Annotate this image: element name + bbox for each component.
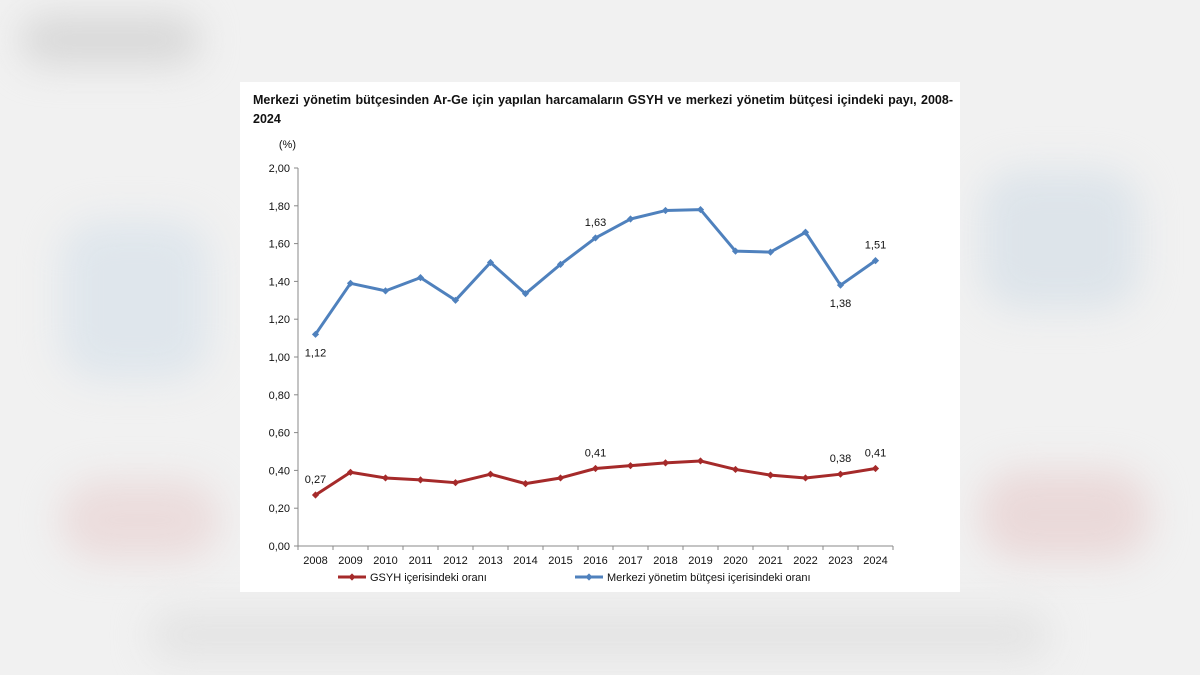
background-blur [20,15,200,65]
background-blur [980,470,1150,560]
background-blur [60,220,210,380]
data-point-marker [766,248,775,256]
data-point-marker [346,279,355,287]
data-point-marker [836,470,845,478]
x-tick-label: 2011 [409,555,433,567]
y-axis-unit-label: (%) [279,139,296,151]
data-label: 0,27 [305,474,326,486]
y-tick-label: 0,60 [269,428,290,440]
y-tick-label: 0,40 [269,465,290,477]
data-point-marker [451,296,460,304]
background-blur [980,170,1140,310]
x-tick-label: 2018 [653,555,677,567]
data-point-marker [766,471,775,479]
data-point-marker [836,281,845,289]
data-point-marker [311,491,320,499]
data-point-marker [591,464,600,473]
data-point-marker [626,215,635,223]
data-point-marker [731,247,740,255]
data-point-marker [381,287,390,295]
data-label: 1,38 [830,298,851,310]
data-point-marker [801,228,810,236]
data-point-marker [416,274,425,282]
x-tick-label: 2020 [723,555,747,567]
y-tick-label: 0,80 [269,390,290,402]
data-point-marker [661,206,670,215]
legend-label: GSYH içerisindeki oranı [370,572,487,584]
legend-swatch-marker [348,573,356,581]
data-label: 0,41 [585,448,606,460]
data-point-marker [801,474,810,482]
data-point-marker [451,479,460,487]
data-point-marker [661,459,670,467]
chart-card: Merkezi yönetim bütçesinden Ar-Ge için y… [240,82,960,592]
x-tick-label: 2008 [303,555,327,567]
x-tick-label: 2014 [513,555,537,567]
data-label: 1,12 [305,347,326,359]
x-tick-label: 2021 [758,555,782,567]
data-point-marker [381,474,390,482]
data-label: 1,63 [585,217,606,229]
y-tick-label: 1,00 [269,352,290,364]
data-point-marker [556,474,565,482]
data-point-marker [871,464,880,473]
x-tick-label: 2012 [443,555,467,567]
y-tick-label: 1,40 [269,276,290,288]
y-tick-label: 1,60 [269,239,290,251]
data-point-marker [346,468,355,476]
legend-swatch-marker [585,573,593,581]
chart-title: Merkezi yönetim bütçesinden Ar-Ge için y… [253,93,953,126]
data-point-marker [871,257,880,265]
data-point-marker [486,258,495,267]
y-tick-label: 1,20 [269,314,290,326]
x-tick-label: 2023 [828,555,852,567]
data-label: 0,41 [865,448,886,460]
background-blur [150,610,1050,660]
data-point-marker [486,470,495,478]
x-tick-label: 2022 [793,555,817,567]
x-tick-label: 2019 [688,555,712,567]
data-point-marker [521,290,530,298]
data-point-marker [626,462,635,470]
x-tick-label: 2017 [618,555,642,567]
background-blur [60,480,220,560]
y-tick-label: 2,00 [269,163,290,175]
x-tick-label: 2009 [338,555,362,567]
y-tick-label: 0,20 [269,503,290,515]
x-tick-label: 2010 [373,555,397,567]
data-point-marker [591,234,600,242]
data-point-marker [311,330,320,338]
data-point-marker [696,457,705,465]
line-chart: (%) 0,00 0,20 0,40 0,60 0,80 1,00 1,20 1,40 1,60 1… [269,139,894,584]
data-label: 0,38 [830,453,851,465]
y-tick-label: 0,00 [269,541,290,553]
data-point-marker [731,465,740,474]
data-label: 1,51 [865,240,886,252]
x-tick-label: 2016 [583,555,607,567]
legend-label: Merkezi yönetim bütçesi içerisindeki ora… [607,572,811,584]
data-point-marker [696,205,705,214]
data-point-marker [416,476,425,484]
data-point-marker [521,480,530,488]
x-tick-label: 2015 [548,555,572,567]
x-tick-label: 2024 [863,555,887,567]
y-tick-label: 1,80 [269,201,290,213]
x-tick-label: 2013 [478,555,502,567]
